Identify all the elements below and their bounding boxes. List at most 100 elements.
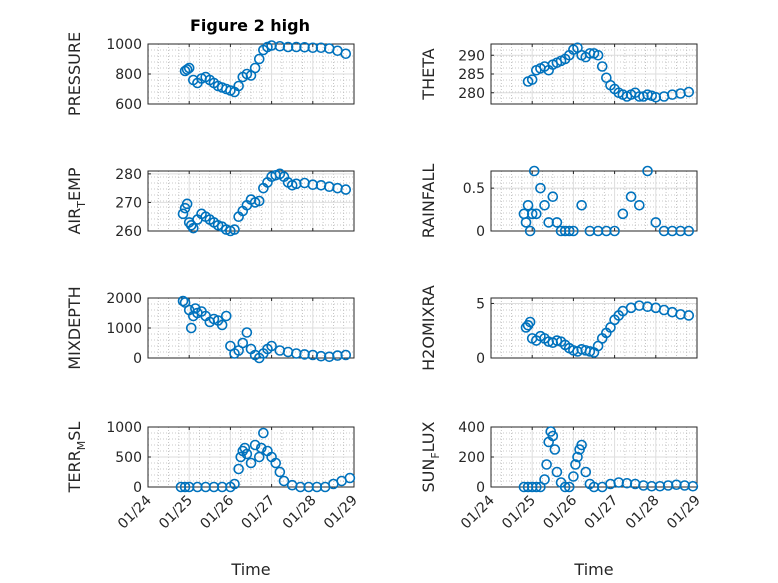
data-point: [253, 195, 265, 207]
subplot-mixdepth: 0 1000 2000 MIXDEPTH: [65, 286, 355, 370]
x-tick-label: 01/25: [499, 493, 539, 533]
data-point: [547, 191, 559, 203]
data-point: [526, 208, 538, 220]
data-point: [535, 182, 546, 194]
axis-box: [490, 297, 698, 359]
data-point: [592, 49, 604, 61]
subplot-theta: 280 285 290 THETA: [419, 42, 698, 105]
x-tick-label: 01/26: [197, 492, 237, 532]
data-point: [539, 474, 550, 485]
data-point: [344, 472, 356, 484]
data-point: [239, 442, 251, 454]
data-point: [233, 463, 244, 475]
data-point: [185, 322, 197, 334]
data-point: [237, 337, 249, 349]
y-tick-label: 1000: [106, 37, 142, 53]
data-point: [524, 316, 536, 328]
x-axis-title-right: Time: [573, 560, 613, 579]
data-point: [255, 442, 267, 454]
data-point: [687, 480, 699, 492]
data-point: [642, 165, 653, 177]
y-axis-label: RAINFALL: [419, 164, 438, 239]
data-point: [177, 208, 189, 220]
data-point: [625, 191, 637, 203]
y-tick-label: 2000: [106, 291, 142, 307]
y-tick-label: 290: [458, 48, 485, 64]
y-tick-label: 0: [133, 480, 142, 496]
data-point: [650, 217, 662, 228]
data-point: [340, 48, 352, 60]
x-tick-label: 01/27: [582, 493, 622, 533]
x-axis-title-left: Time: [230, 560, 270, 579]
data-point: [617, 208, 629, 220]
data-point: [568, 471, 579, 482]
data-point: [241, 448, 253, 460]
x-tick-label: 01/28: [623, 493, 663, 533]
data-point: [551, 217, 563, 228]
data-point: [584, 346, 596, 357]
data-point: [183, 62, 195, 74]
subplot-rainfall: 0 0.5 RAINFALL: [419, 164, 698, 240]
data-point: [596, 61, 608, 72]
x-tick-label: 01/27: [239, 493, 279, 533]
data-point: [563, 481, 575, 493]
data-point: [274, 466, 286, 478]
y-tick-label: 270: [115, 195, 142, 211]
data-point: [531, 208, 542, 220]
data-point: [216, 319, 228, 331]
data-point: [570, 459, 581, 470]
data-point: [249, 439, 261, 451]
y-axis-label: SUNFLUX: [419, 421, 442, 492]
y-tick-label: 200: [458, 450, 485, 466]
data-point: [522, 199, 534, 211]
x-tick-label: 01/24: [458, 492, 498, 532]
y-tick-label: 1000: [106, 321, 142, 337]
data-point: [340, 184, 352, 195]
data-point: [551, 466, 563, 478]
data-point: [188, 222, 199, 234]
y-tick-label: 1000: [106, 420, 142, 436]
axis-box: [147, 170, 355, 232]
x-tick-label: 01/24: [115, 492, 155, 532]
y-axis-label: THETA: [419, 48, 438, 100]
y-tick-label: 800: [115, 67, 142, 83]
data-point: [185, 219, 197, 231]
data-point: [229, 478, 240, 490]
y-tick-label: 500: [115, 450, 142, 466]
x-tick-label: 01/29: [321, 493, 361, 533]
y-tick-label: 260: [115, 224, 142, 240]
data-point: [528, 165, 540, 177]
data-point: [559, 481, 571, 493]
data-point: [547, 430, 559, 442]
data-point: [576, 439, 587, 451]
subplot-pressure: 600 800 1000 PRESSURE: [65, 32, 355, 116]
data-point: [235, 451, 246, 463]
y-tick-label: 400: [458, 420, 485, 436]
data-point: [539, 199, 550, 211]
y-tick-label: 280: [458, 86, 485, 102]
x-tick-label: 01/25: [156, 493, 196, 533]
data-point: [220, 310, 232, 322]
x-tick-label: 01/26: [540, 492, 580, 532]
data-point: [531, 481, 542, 493]
y-tick-label: 0: [476, 480, 485, 496]
y-axis-label: TERRMSL: [65, 422, 88, 494]
subplot-grid: 600 800 1000 PRESSURE 280 285 290 THETA 260 270 28…: [65, 32, 704, 532]
x-tick-label: 01/28: [280, 493, 320, 533]
y-tick-label: 0: [133, 351, 142, 367]
data-point: [181, 198, 193, 210]
data-point: [520, 217, 532, 228]
data-point: [563, 225, 575, 237]
data-point: [549, 444, 561, 455]
data-point: [253, 53, 265, 65]
data-point: [580, 466, 592, 478]
data-point: [181, 64, 193, 75]
subplot-terrmsl: 01/24 01/25 01/26 01/27 01/28 01/29 0 500 1000 TE…: [65, 420, 361, 532]
data-point: [683, 86, 695, 98]
data-point: [258, 427, 269, 439]
y-tick-label: 0: [476, 351, 485, 367]
data-point: [524, 225, 536, 237]
data-point: [270, 457, 282, 469]
y-tick-label: 285: [458, 67, 485, 83]
